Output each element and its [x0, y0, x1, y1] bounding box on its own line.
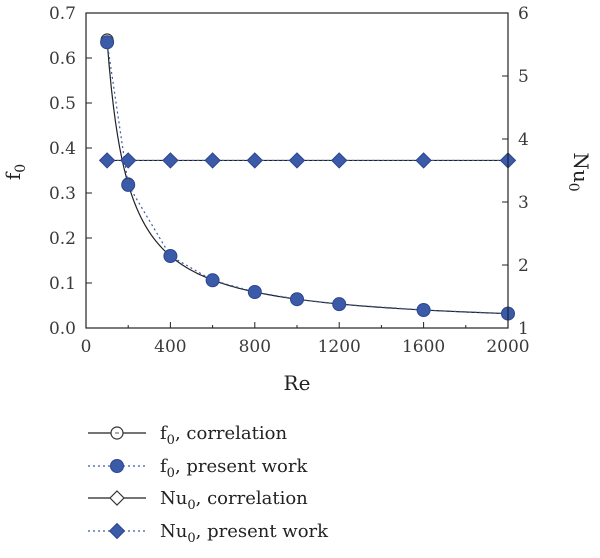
legend-marker — [110, 459, 124, 473]
legend-label-rest: , correlation — [196, 488, 309, 509]
y-right-tick-label: 3 — [518, 193, 529, 213]
y-right-tick-label: 1 — [518, 319, 529, 339]
data-point — [204, 152, 221, 169]
x-tick-label: 400 — [154, 337, 186, 357]
y-left-tick-label: 0.4 — [49, 139, 76, 159]
data-point — [205, 273, 220, 288]
legend-label-base: Nu — [160, 521, 187, 542]
data-point — [246, 152, 264, 169]
data-point — [162, 152, 179, 169]
legend-label-subscript: 0 — [167, 433, 175, 448]
x-axis-title: Re — [284, 371, 311, 395]
series-3 — [98, 152, 517, 169]
y-right-axis-title-base: Nu — [569, 152, 593, 183]
data-point — [98, 152, 116, 169]
legend-entry-1: f0, present work — [88, 456, 308, 481]
x-tick-label: 800 — [239, 337, 271, 357]
y-right-tick-label: 6 — [518, 4, 529, 24]
legend-label-base: f — [160, 423, 168, 444]
data-point — [121, 177, 136, 192]
y-left-tick-label: 0.6 — [49, 49, 76, 69]
legend-marker — [108, 522, 126, 540]
data-point — [247, 285, 262, 299]
series-line — [106, 42, 509, 315]
x-tick-label: 1600 — [402, 337, 445, 357]
legend-label: Nu0, correlation — [160, 488, 308, 513]
y-left-tick-label: 0.2 — [49, 229, 76, 249]
legend-label: f0, correlation — [160, 423, 287, 448]
legend-label: Nu0, present work — [160, 521, 329, 546]
y-left-axis-title-subscript: 0 — [13, 164, 29, 173]
legend-label-subscript: 0 — [187, 498, 195, 513]
y-right-tick-label: 4 — [518, 130, 529, 150]
data-point — [332, 297, 347, 312]
legend-label-subscript: 0 — [167, 466, 175, 481]
y-left-axis-title: f0 — [1, 164, 29, 180]
y-left-tick-label: 0.1 — [49, 274, 76, 294]
y-right-axis-title-subscript: 0 — [565, 183, 581, 192]
series-layer — [98, 33, 517, 321]
data-point — [119, 152, 137, 169]
legend-label-rest: , present work — [196, 521, 330, 542]
legend-marker — [109, 490, 125, 506]
data-point — [330, 152, 348, 169]
legend-label-subscript: 0 — [187, 531, 195, 546]
series-0 — [100, 33, 515, 321]
y-left-axis-title-base: f — [1, 171, 25, 180]
y-left-tick-label: 0.3 — [49, 184, 76, 204]
axes: 0 400 800 1200 1600 20000.00.10.20.30.40.50.6… — [1, 4, 593, 395]
y-right-axis-title: Nu0 — [565, 152, 593, 191]
legend-label-rest: , present work — [175, 456, 309, 477]
data-point — [163, 249, 178, 263]
data-point — [290, 292, 304, 307]
legend-label-rest: , correlation — [175, 423, 288, 444]
y-left-tick-label: 0.5 — [49, 94, 76, 114]
x-tick-label: 0 — [81, 337, 92, 357]
legend-entry-3: Nu0, present work — [88, 521, 329, 546]
data-point — [100, 35, 115, 50]
series-line — [106, 39, 509, 315]
data-point — [416, 303, 431, 317]
y-left-tick-label: 0.0 — [49, 319, 76, 339]
legend-label-base: f — [160, 456, 168, 477]
y-right-tick-label: 2 — [518, 256, 529, 276]
legend-label-base: Nu — [160, 488, 187, 509]
data-point — [288, 152, 306, 169]
legend-entry-2: Nu0, correlation — [88, 488, 308, 513]
y-left-tick-label: 0.7 — [49, 4, 76, 24]
y-right-tick-label: 5 — [518, 67, 529, 87]
series-1 — [100, 35, 515, 321]
x-tick-label: 2000 — [486, 337, 529, 357]
plot-frame — [85, 12, 509, 329]
data-point — [415, 152, 432, 169]
x-tick-label: 1200 — [318, 337, 361, 357]
legend-entry-0: f0, correlation — [88, 423, 287, 448]
legend-label: f0, present work — [160, 456, 308, 481]
